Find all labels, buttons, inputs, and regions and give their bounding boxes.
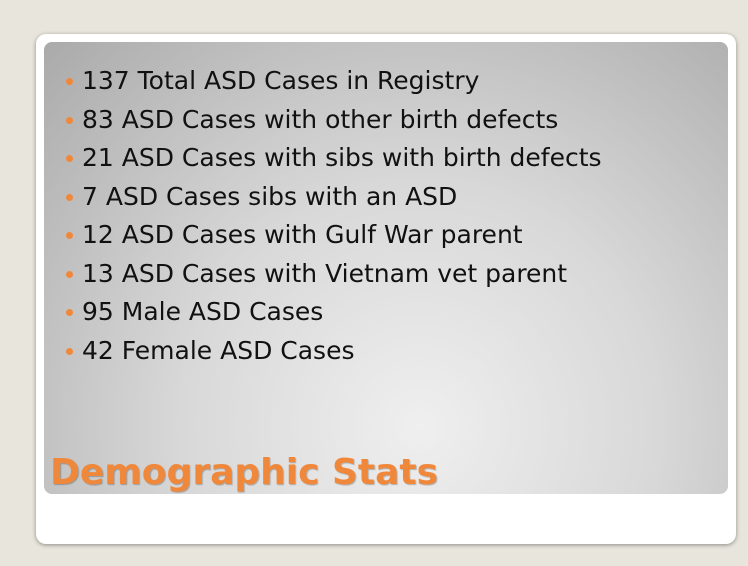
bullet-item: 21 ASD Cases with sibs with birth defect… (64, 139, 602, 178)
bullet-item: 95 Male ASD Cases (64, 293, 602, 332)
bullet-item: 13 ASD Cases with Vietnam vet parent (64, 255, 602, 294)
slide-card: 137 Total ASD Cases in Registry 83 ASD Ca… (36, 34, 736, 544)
bullet-list: 137 Total ASD Cases in Registry 83 ASD Ca… (64, 62, 602, 370)
bullet-item: 12 ASD Cases with Gulf War parent (64, 216, 602, 255)
bullet-item: 42 Female ASD Cases (64, 332, 602, 371)
bullet-item: 137 Total ASD Cases in Registry (64, 62, 602, 101)
slide-panel: 137 Total ASD Cases in Registry 83 ASD Ca… (44, 42, 728, 494)
bullet-item: 7 ASD Cases sibs with an ASD (64, 178, 602, 217)
slide-title: Demographic Stats (50, 452, 439, 493)
bullet-item: 83 ASD Cases with other birth defects (64, 101, 602, 140)
